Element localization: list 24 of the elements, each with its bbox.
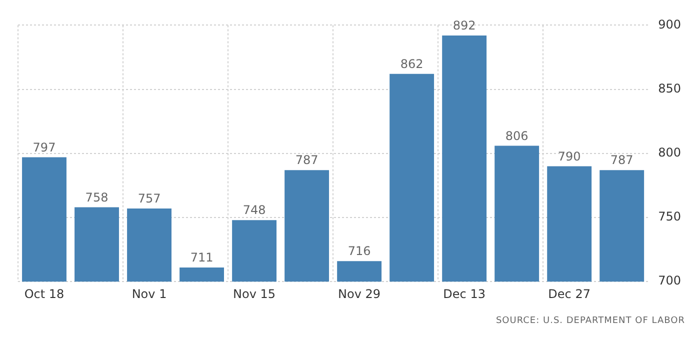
data-label: 862 [400,57,424,72]
data-label: 787 [610,153,634,168]
y-tick-label: 750 [658,210,681,224]
y-tick-label: 800 [658,146,681,160]
data-label: 797 [32,140,56,154]
data-label: 757 [138,192,161,206]
x-tick-label: Nov 1 [132,286,167,301]
x-tick-label: Nov 29 [338,286,381,301]
data-label: 758 [85,190,108,204]
y-tick-label: 900 [658,17,681,32]
data-label: 892 [452,18,476,33]
x-tick-label: Oct 18 [24,286,64,301]
data-label: 716 [348,244,371,258]
y-tick-label: 850 [658,81,681,96]
x-tick-label: Nov 15 [233,286,276,301]
x-tick-label: Dec 27 [548,286,590,301]
data-label: 711 [190,250,214,265]
data-label: 790 [558,149,581,164]
source-note: SOURCE: U.S. DEPARTMENT OF LABOR [494,316,686,326]
data-label: 787 [295,153,318,168]
y-tick-label: 700 [658,274,681,288]
data-label: 806 [505,128,528,143]
data-label: 748 [242,203,266,218]
x-tick-label: Dec 13 [443,286,486,301]
